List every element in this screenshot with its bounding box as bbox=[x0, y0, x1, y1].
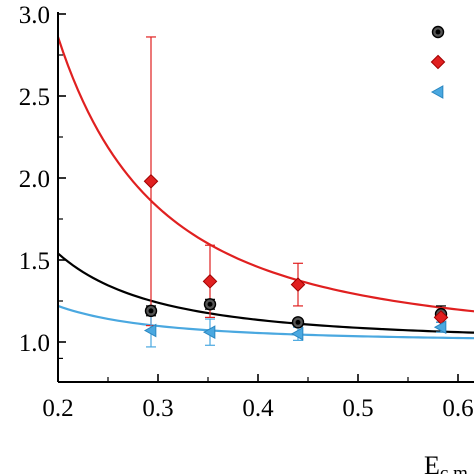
y-tick-label: 2.0 bbox=[19, 166, 50, 193]
data-point bbox=[202, 325, 216, 340]
y-tick-label: 2.5 bbox=[19, 84, 50, 111]
data-point bbox=[290, 277, 306, 292]
legend-marker bbox=[431, 25, 445, 39]
data-point bbox=[143, 323, 157, 338]
x-tick-label: 0.3 bbox=[142, 395, 173, 422]
x-axis-label: Ec.m bbox=[424, 451, 468, 474]
data-point bbox=[203, 298, 217, 311]
data-points bbox=[143, 173, 449, 341]
x-axis-label-subscript: c.m bbox=[440, 463, 468, 474]
x-tick-label: 0.4 bbox=[242, 395, 274, 422]
x-tick-label: 0.2 bbox=[42, 395, 73, 422]
y-tick-label: 1.5 bbox=[19, 248, 50, 275]
fit-curve bbox=[58, 304, 474, 340]
data-point bbox=[291, 316, 305, 329]
legend-marker bbox=[430, 54, 446, 70]
legend-marker bbox=[430, 85, 444, 99]
y-tick-label: 1.0 bbox=[19, 330, 50, 357]
fit-curve bbox=[58, 252, 474, 334]
data-point bbox=[433, 320, 447, 335]
x-axis-label-main: E bbox=[424, 451, 440, 474]
legend bbox=[430, 25, 446, 99]
fit-curves bbox=[58, 36, 474, 340]
data-point bbox=[290, 326, 304, 341]
data-point bbox=[143, 173, 159, 189]
fit-curve bbox=[58, 36, 474, 313]
x-tick-label: 0.6 bbox=[442, 395, 473, 422]
error-bars bbox=[146, 36, 446, 348]
y-tick-label: 3.0 bbox=[19, 2, 50, 29]
data-point bbox=[202, 274, 218, 289]
data-point bbox=[144, 304, 158, 318]
axes: 0.20.30.40.50.60.70.81.01.52.02.53.0 bbox=[19, 2, 474, 422]
x-tick-label: 0.5 bbox=[342, 395, 373, 422]
